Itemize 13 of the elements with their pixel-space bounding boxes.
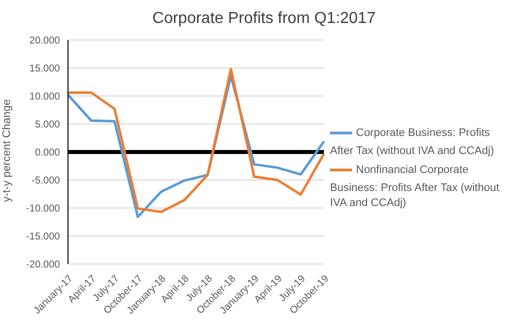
y-tick-label: -20.000 bbox=[26, 260, 60, 271]
y-axis-title: y-t-y percent Change bbox=[0, 99, 13, 202]
y-tick-label: -15.000 bbox=[26, 232, 60, 243]
y-tick-label: -5.000 bbox=[32, 176, 60, 187]
y-tick-label: 10.000 bbox=[29, 92, 60, 103]
y-tick-label: 15.000 bbox=[29, 64, 60, 75]
legend-label: Corporate Business: Profits After Tax (without IVA and CCAdj) bbox=[330, 126, 494, 156]
y-tick-label: 20.000 bbox=[29, 36, 60, 47]
y-tick-label: 0.000 bbox=[34, 148, 60, 159]
y-tick-label: -10.000 bbox=[26, 204, 60, 215]
y-tick-label: 5.000 bbox=[34, 120, 60, 131]
chart-title: Corporate Profits from Q1:2017 bbox=[151, 10, 377, 28]
legend-label: Nonfinancial Corporate Business: Profits After Tax (without IVA and CCAdj) bbox=[330, 163, 500, 208]
